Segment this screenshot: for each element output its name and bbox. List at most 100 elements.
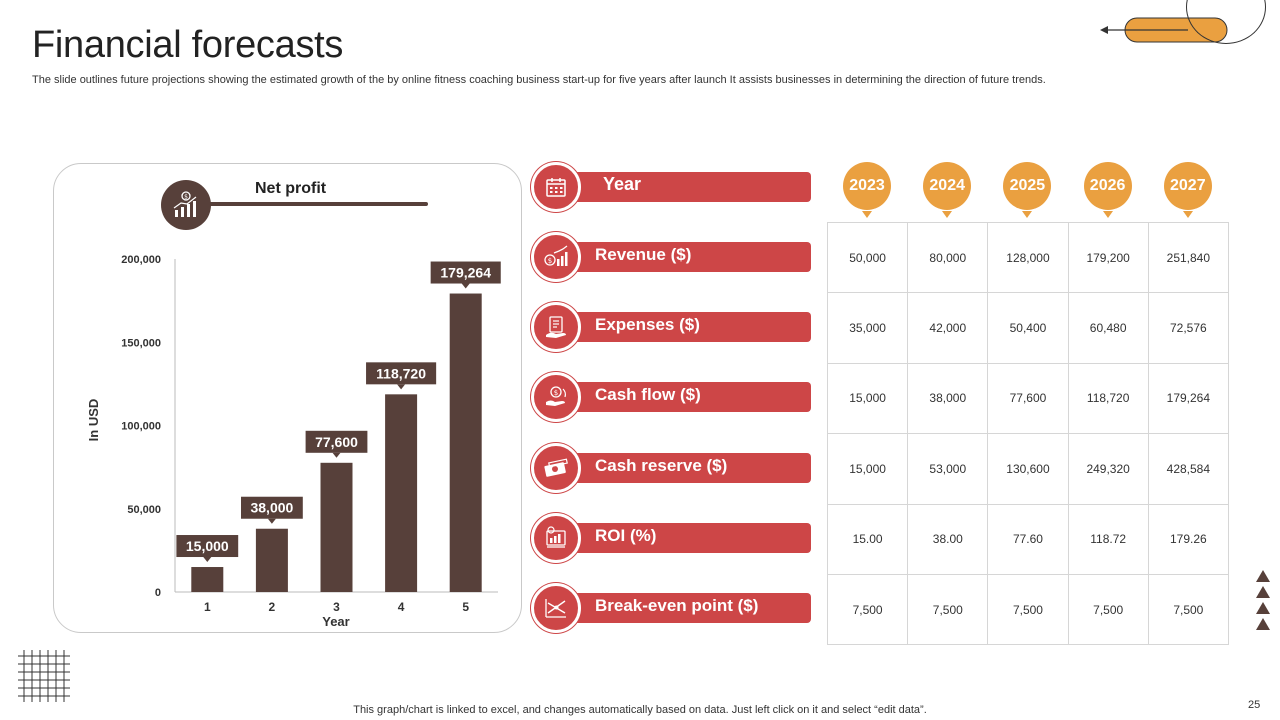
row-label: Cash reserve ($) <box>531 443 811 493</box>
bar <box>191 567 224 592</box>
page-subtitle: The slide outlines future projections sh… <box>32 74 1046 86</box>
table-cell: 251,840 <box>1147 221 1229 294</box>
table-row: 50,000 80,000 128,000 179,200 251,840 <box>826 221 1229 294</box>
y-tick-label: 50,000 <box>127 504 161 516</box>
row-label-text: Year <box>603 174 642 194</box>
expenses-coins-icon <box>531 302 581 352</box>
data-label: 38,000 <box>250 500 293 516</box>
table-cell: 60,480 <box>1067 292 1149 364</box>
triangle-icon <box>1256 586 1270 598</box>
revenue-chart-icon: $ <box>531 232 581 282</box>
y-tick-label: 100,000 <box>121 421 161 433</box>
table-cell: 7,500 <box>1147 573 1229 646</box>
data-label-pointer <box>267 518 276 524</box>
chart-title-underline <box>206 202 428 206</box>
data-label-box <box>366 362 437 385</box>
data-label-box <box>430 261 501 284</box>
row-label-text: Cash reserve ($) <box>595 456 728 475</box>
table-cell: 50,400 <box>987 292 1069 364</box>
table-cell: 38.00 <box>907 503 989 575</box>
year-badge: 2026 <box>1083 162 1132 218</box>
year-badge: 2023 <box>843 162 891 218</box>
table-cell: 179,264 <box>1147 362 1229 435</box>
x-tick-label: 5 <box>462 600 469 614</box>
break-even-icon <box>531 583 581 633</box>
table-cell: 428,584 <box>1147 433 1229 505</box>
year-header-label: Year <box>531 162 811 212</box>
triangle-icon <box>1256 602 1270 614</box>
y-tick-label: 200,000 <box>121 254 161 266</box>
table-cell: 128,000 <box>987 221 1069 294</box>
table-cell: 77.60 <box>987 503 1069 575</box>
data-label-box <box>241 496 303 519</box>
row-label: Expenses ($) <box>531 302 811 352</box>
row-label-text: Break-even point ($) <box>595 596 759 615</box>
bar <box>449 293 482 592</box>
table-cell: 53,000 <box>907 433 989 505</box>
table-cell: 15,000 <box>826 433 909 505</box>
net-profit-chart-card <box>53 163 522 633</box>
table-cell: 118,720 <box>1067 362 1149 435</box>
svg-text:$: $ <box>184 194 188 201</box>
x-tick-label: 1 <box>204 600 211 614</box>
row-label-bar <box>555 523 811 553</box>
y-tick-label: 150,000 <box>121 337 161 349</box>
data-label: 179,264 <box>440 265 491 281</box>
row-label-text: Expenses ($) <box>595 315 700 334</box>
triangle-icon <box>1256 570 1270 582</box>
table-cell: 130,600 <box>987 433 1069 505</box>
table-row: 15.00 38.00 77.60 118.72 179.26 <box>826 503 1229 575</box>
table-cell: 118.72 <box>1067 503 1149 575</box>
decorative-grid-icon <box>18 650 70 702</box>
x-tick-label: 4 <box>398 600 405 614</box>
data-label-box <box>176 535 239 558</box>
y-axis-label: In USD <box>86 399 101 442</box>
year-badge: 2025 <box>1003 162 1052 218</box>
table-cell: 42,000 <box>907 292 989 364</box>
table-row: 15,000 53,000 130,600 249,320 428,584 <box>826 433 1229 505</box>
table-cell: 77,600 <box>987 362 1069 435</box>
svg-text:$: $ <box>548 257 552 265</box>
x-axis-label: Year <box>322 614 349 629</box>
row-label-bar <box>555 242 811 272</box>
data-label-box <box>305 430 368 453</box>
chart-title: Net profit <box>255 180 327 197</box>
cash-reserve-money-icon <box>531 443 581 493</box>
row-label-bar <box>555 453 811 483</box>
row-label-bar <box>555 172 811 202</box>
y-tick-label: 0 <box>155 587 161 599</box>
roi-icon <box>531 513 581 563</box>
net-profit-icon: $ <box>161 180 211 230</box>
row-label-text: Cash flow ($) <box>595 385 701 404</box>
data-label-pointer <box>332 452 341 458</box>
table-row: 35,000 42,000 50,400 60,480 72,576 <box>826 292 1229 364</box>
row-label-bar <box>555 382 811 412</box>
footer-note: This graph/chart is linked to excel, and… <box>353 704 927 716</box>
bar <box>320 462 353 592</box>
calendar-icon <box>531 162 581 212</box>
data-label: 15,000 <box>186 538 229 554</box>
table-cell: 50,000 <box>826 221 909 294</box>
table-cell: 179,200 <box>1067 221 1149 294</box>
row-label: $ Cash flow ($) <box>531 372 811 422</box>
row-label: Break-even point ($) <box>531 583 811 633</box>
table-cell: 15.00 <box>826 503 909 575</box>
row-label-bar <box>555 593 811 623</box>
year-badge: 2024 <box>923 162 972 218</box>
x-tick-label: 3 <box>333 600 340 614</box>
table-cell: 7,500 <box>987 573 1069 646</box>
table-cell: 38,000 <box>907 362 989 435</box>
table-cell: 15,000 <box>826 362 909 435</box>
table-cell: 80,000 <box>907 221 989 294</box>
table-cell: 179.26 <box>1147 503 1229 575</box>
table-cell: 7,500 <box>826 573 909 646</box>
table-cell: 7,500 <box>1067 573 1149 646</box>
forecast-table: 50,000 80,000 128,000 179,200 251,840 35,000 4… <box>826 221 1229 646</box>
table-row: 7,500 7,500 7,500 7,500 7,500 <box>826 573 1229 646</box>
table-cell: 35,000 <box>826 292 909 364</box>
x-tick-label: 2 <box>269 600 276 614</box>
triangle-icon <box>1256 618 1270 630</box>
table-cell: 72,576 <box>1147 292 1229 364</box>
data-label-pointer <box>203 557 212 563</box>
decorative-triangles <box>1256 570 1270 634</box>
